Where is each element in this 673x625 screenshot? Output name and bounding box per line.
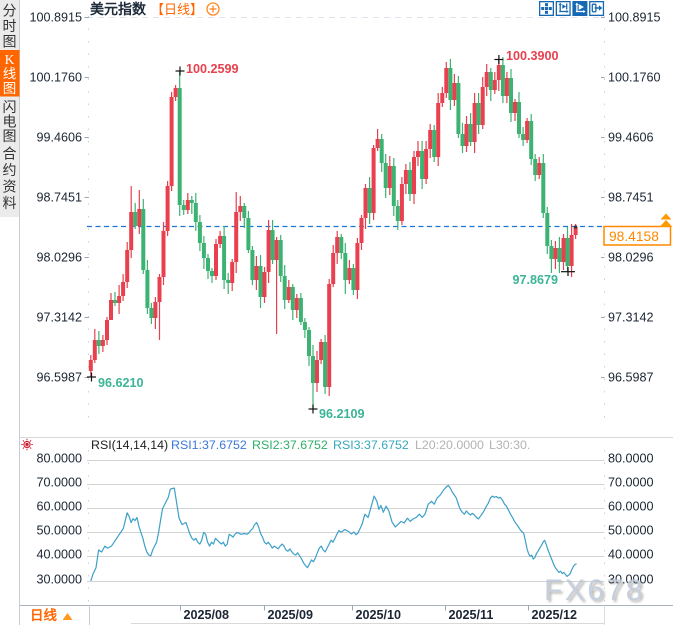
svg-text:RSI2:37.6752: RSI2:37.6752 xyxy=(252,438,328,452)
svg-text:2025/09: 2025/09 xyxy=(268,608,314,622)
svg-text:2025/10: 2025/10 xyxy=(356,608,402,622)
svg-text:98.0296: 98.0296 xyxy=(608,251,654,265)
svg-text:96.2109: 96.2109 xyxy=(319,407,365,421)
svg-text:2025/12: 2025/12 xyxy=(532,608,578,622)
svg-text:线: 线 xyxy=(3,66,17,81)
svg-text:96.5987: 96.5987 xyxy=(608,371,654,385)
svg-text:96.6210: 96.6210 xyxy=(98,376,144,390)
svg-text:98.7451: 98.7451 xyxy=(608,191,654,205)
svg-text:2025/08: 2025/08 xyxy=(184,608,230,622)
svg-text:2025/11: 2025/11 xyxy=(449,608,494,622)
svg-text:闪: 闪 xyxy=(3,99,17,115)
svg-text:80.0000: 80.0000 xyxy=(608,452,654,466)
svg-text:分: 分 xyxy=(3,2,17,18)
svg-text:97.3142: 97.3142 xyxy=(36,311,82,325)
svg-text:美元指数: 美元指数 xyxy=(90,1,147,17)
svg-text:日线: 日线 xyxy=(30,607,57,623)
svg-text:96.5987: 96.5987 xyxy=(36,371,82,385)
svg-text:97.3142: 97.3142 xyxy=(608,311,654,325)
svg-text:时: 时 xyxy=(3,18,17,34)
svg-text:L30:30.: L30:30. xyxy=(489,438,530,452)
svg-text:图: 图 xyxy=(3,81,17,96)
svg-text:合: 合 xyxy=(3,145,17,161)
svg-text:RSI(14,14,14): RSI(14,14,14) xyxy=(91,438,168,452)
svg-text:80.0000: 80.0000 xyxy=(36,452,82,466)
svg-text:RSI3:37.6752: RSI3:37.6752 xyxy=(333,438,409,452)
svg-text:30.0000: 30.0000 xyxy=(36,573,82,587)
svg-text:RSI1:37.6752: RSI1:37.6752 xyxy=(171,438,247,452)
svg-text:70.0000: 70.0000 xyxy=(36,476,82,490)
svg-text:FX678: FX678 xyxy=(544,574,645,607)
svg-text:图: 图 xyxy=(3,128,17,144)
svg-text:图: 图 xyxy=(3,33,17,49)
svg-text:60.0000: 60.0000 xyxy=(36,500,82,514)
svg-text:约: 约 xyxy=(3,162,17,178)
svg-text:100.1760: 100.1760 xyxy=(29,71,82,85)
svg-text:40.0000: 40.0000 xyxy=(608,548,654,562)
svg-text:100.3900: 100.3900 xyxy=(506,49,559,63)
svg-text:40.0000: 40.0000 xyxy=(36,548,82,562)
svg-text:100.2599: 100.2599 xyxy=(186,62,239,76)
svg-text:100.8915: 100.8915 xyxy=(608,11,661,25)
svg-text:70.0000: 70.0000 xyxy=(608,476,654,490)
svg-text:30.0000: 30.0000 xyxy=(608,573,654,587)
svg-text:100.8915: 100.8915 xyxy=(29,11,82,25)
svg-text:99.4606: 99.4606 xyxy=(608,131,654,145)
svg-text:60.0000: 60.0000 xyxy=(608,500,654,514)
svg-text:电: 电 xyxy=(3,113,17,129)
svg-text:97.8679: 97.8679 xyxy=(512,273,558,287)
svg-text:L20:20.0000: L20:20.0000 xyxy=(415,438,484,452)
svg-text:98.7451: 98.7451 xyxy=(36,191,82,205)
svg-text:98.4158: 98.4158 xyxy=(609,229,659,244)
svg-text:K: K xyxy=(5,52,15,67)
svg-text:资: 资 xyxy=(3,179,17,195)
svg-text:100.1760: 100.1760 xyxy=(608,71,661,85)
svg-text:50.0000: 50.0000 xyxy=(608,524,654,538)
svg-text:【日线】: 【日线】 xyxy=(151,2,203,17)
svg-text:料: 料 xyxy=(3,195,17,211)
svg-text:50.0000: 50.0000 xyxy=(36,524,82,538)
svg-text:99.4606: 99.4606 xyxy=(36,131,82,145)
svg-text:98.0296: 98.0296 xyxy=(36,251,82,265)
